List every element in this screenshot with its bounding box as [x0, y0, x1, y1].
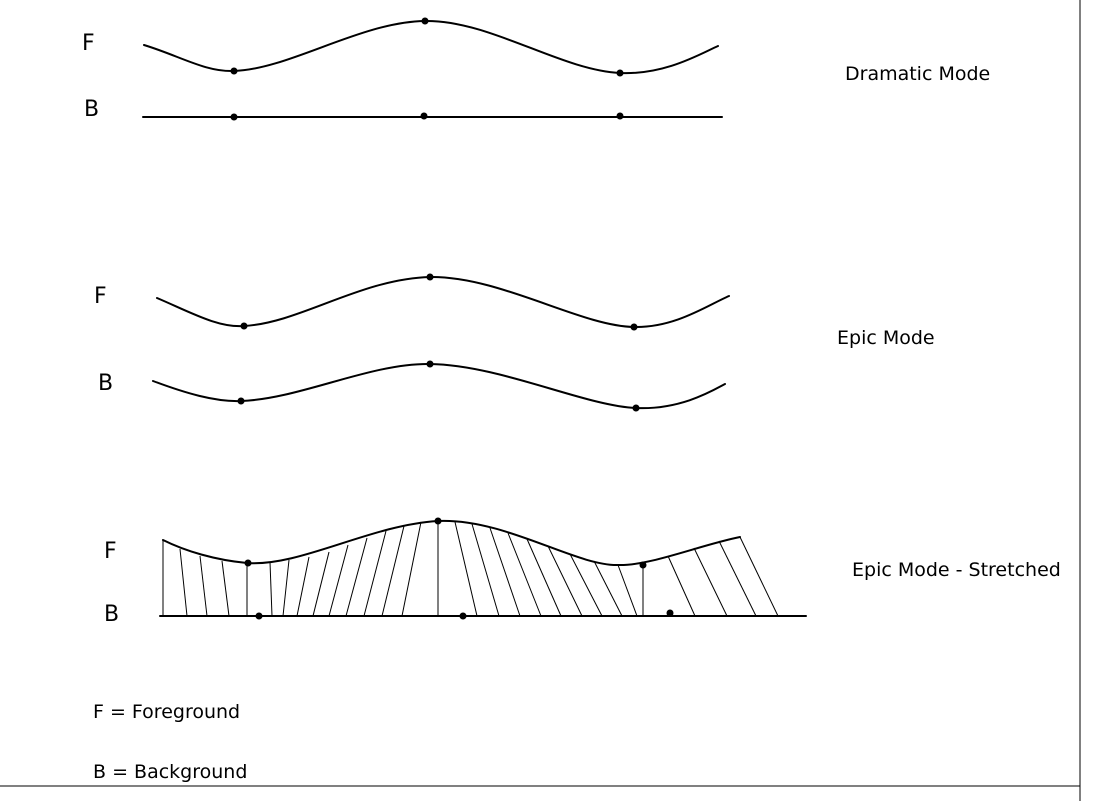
epic-foreground-point — [426, 273, 434, 281]
stretched-background-label: B — [104, 602, 119, 627]
epic-background-point — [426, 360, 434, 368]
stretched-background-point — [459, 612, 467, 620]
stretched-foreground-point — [639, 561, 647, 569]
epic-foreground-point — [630, 323, 638, 331]
epic-mode-title: Epic Mode — [837, 327, 935, 349]
stretched-foreground-point — [244, 559, 252, 567]
dramatic-foreground-point — [421, 17, 429, 25]
epic-foreground-point — [240, 322, 248, 330]
stretched-background-point — [255, 612, 263, 620]
epic-foreground-label: F — [94, 284, 107, 309]
epic-stretched-panel: F B — [104, 517, 1061, 627]
dramatic-mode-title: Dramatic Mode — [845, 63, 990, 85]
epic-background-label: B — [98, 371, 113, 396]
stretched-foreground-curve — [162, 519, 741, 567]
dramatic-background-point — [616, 112, 624, 120]
dramatic-foreground-curve — [143, 19, 719, 75]
stretched-background-point — [666, 609, 674, 617]
epic-mode-panel: F B Epic Mode — [94, 273, 935, 412]
legend: F = Foreground B = Background — [93, 701, 247, 783]
legend-background: B = Background — [93, 761, 247, 783]
stretched-foreground-point — [434, 517, 442, 525]
epic-foreground-curve — [156, 275, 730, 329]
epic-background-point — [632, 404, 640, 412]
stretched-foreground-label: F — [104, 539, 117, 564]
dramatic-foreground-label: F — [82, 31, 95, 56]
dramatic-background-point — [420, 112, 428, 120]
stretch-hatching — [162, 521, 779, 617]
dramatic-background-point — [230, 113, 238, 121]
legend-foreground: F = Foreground — [93, 701, 240, 723]
dramatic-foreground-point — [230, 67, 238, 75]
epic-background-point — [237, 397, 245, 405]
stretched-mode-title: Epic Mode - Stretched — [852, 559, 1061, 581]
dramatic-foreground-point — [616, 69, 624, 77]
dramatic-background-label: B — [84, 97, 99, 122]
dramatic-mode-panel: F B Dramatic Mode — [82, 17, 990, 122]
